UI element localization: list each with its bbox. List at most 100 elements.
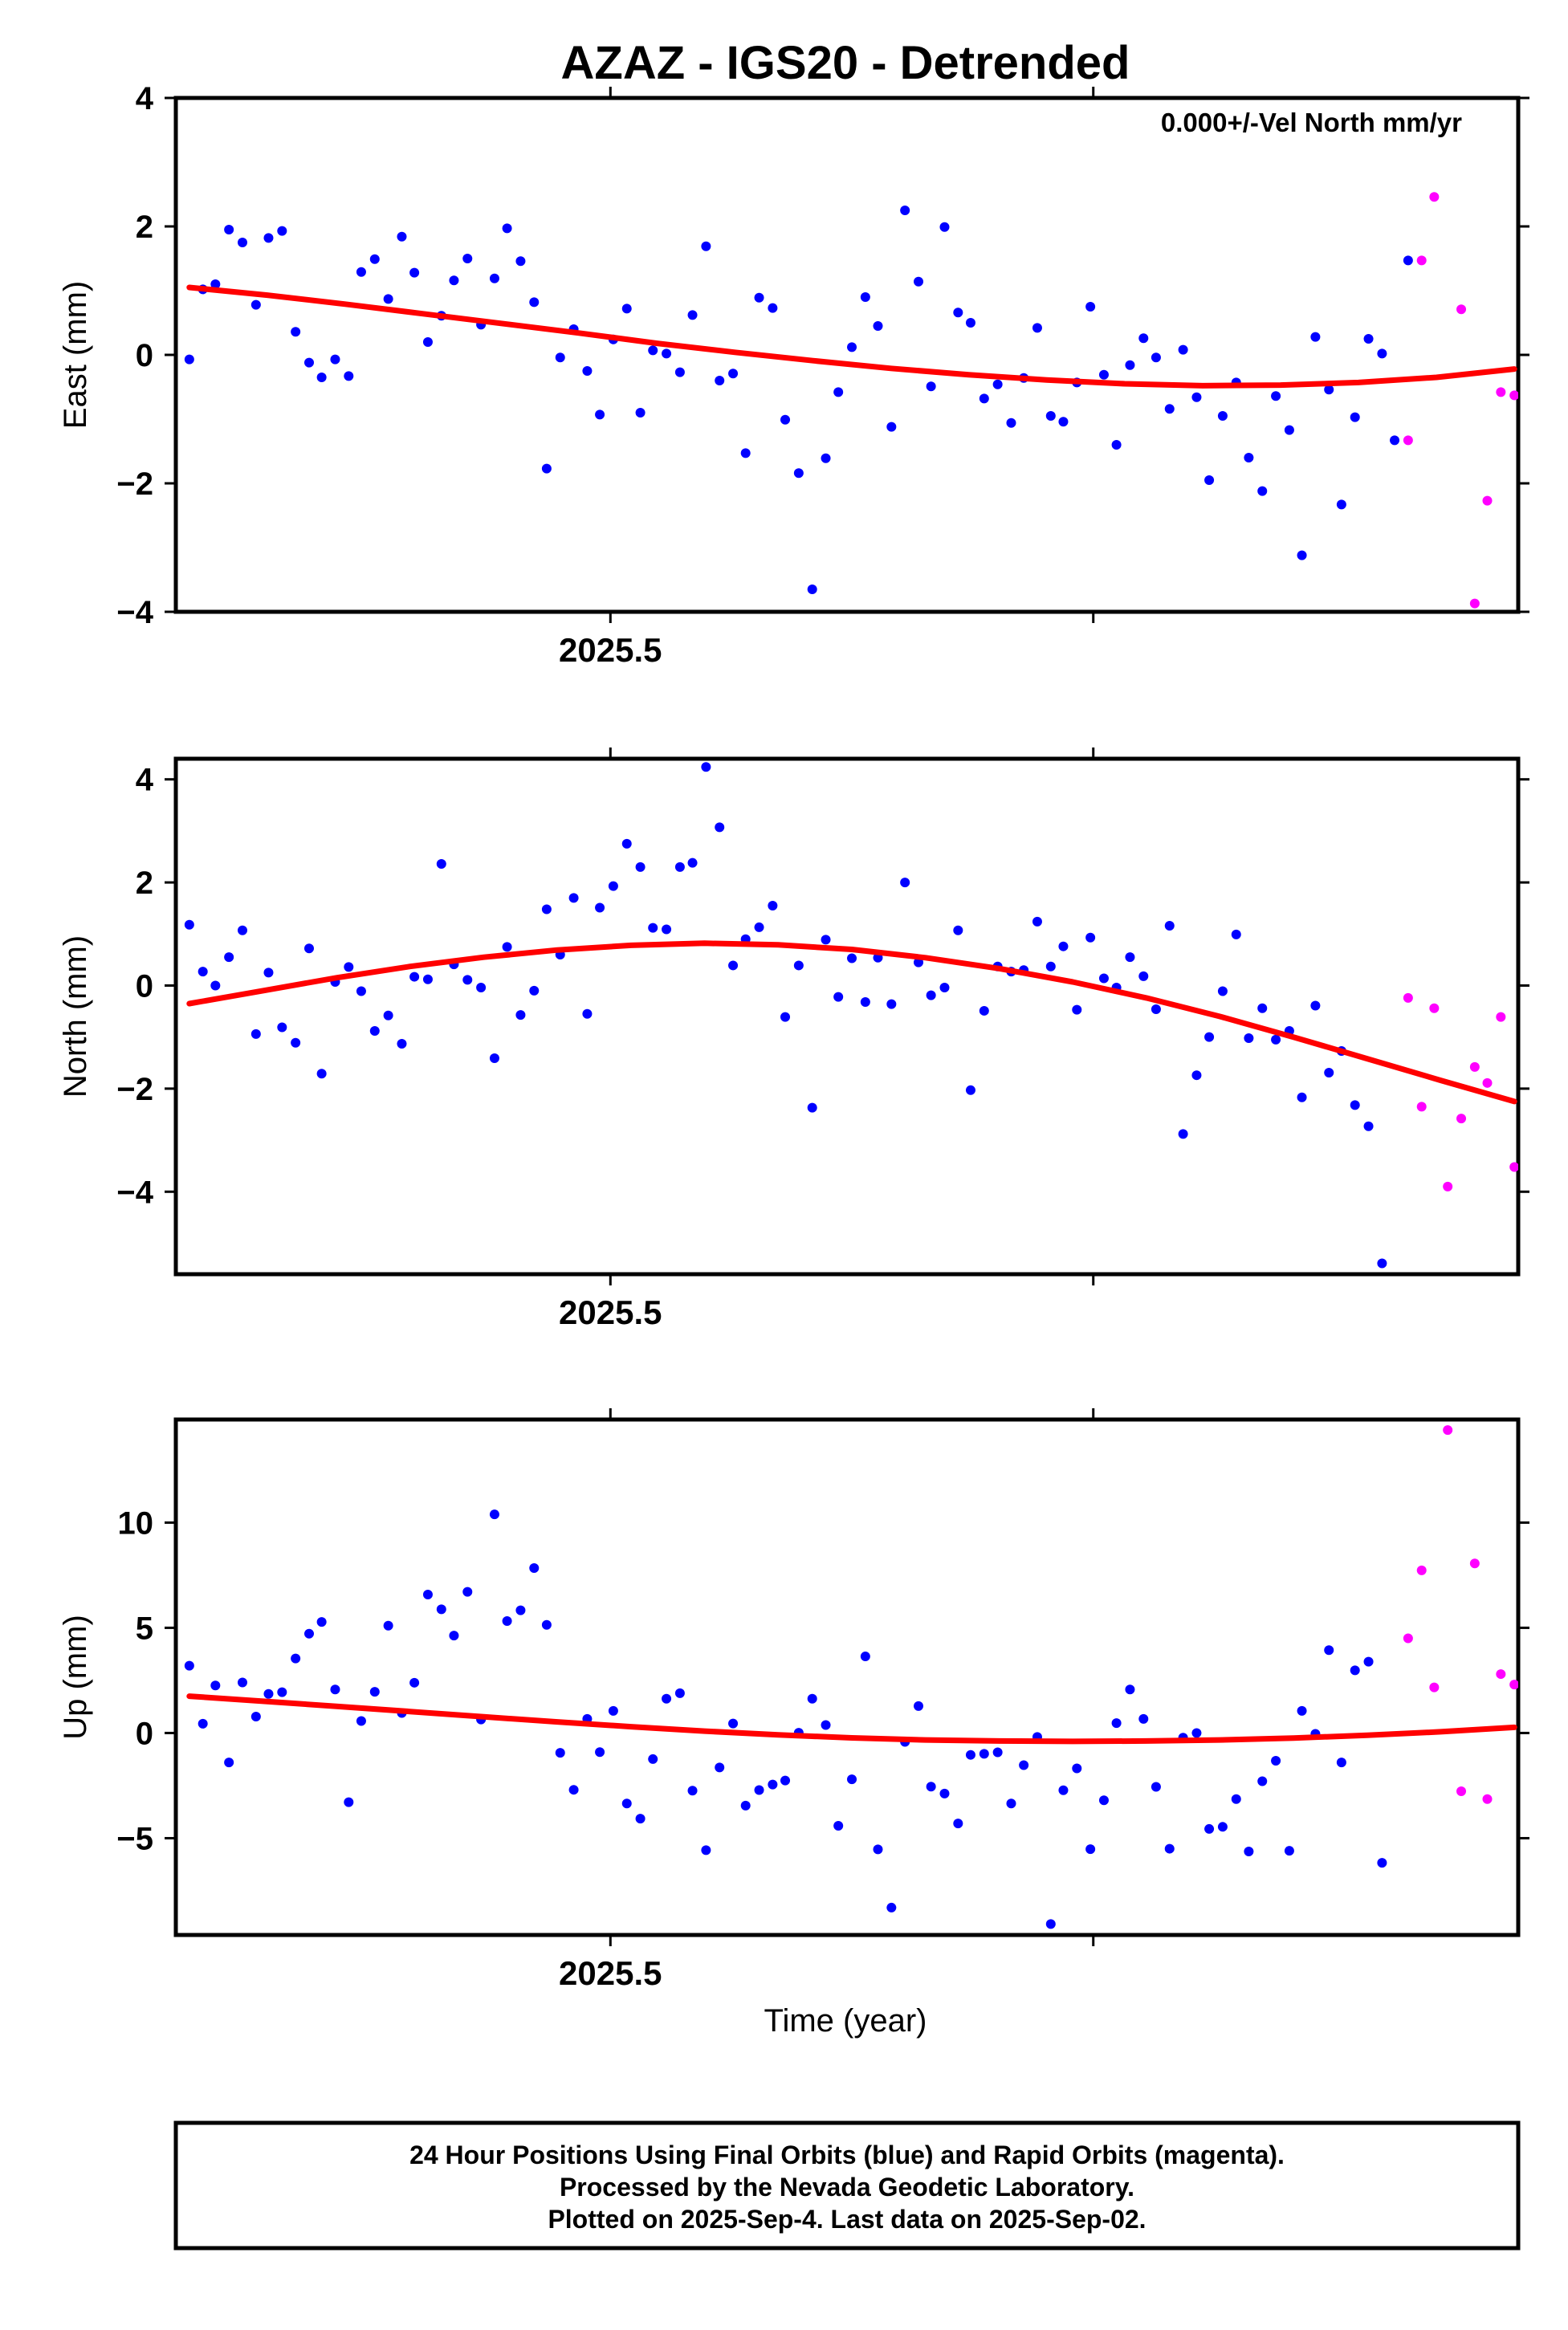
east-rapid-point — [1469, 598, 1480, 609]
east-final-point — [1151, 352, 1161, 363]
east-final-point — [210, 279, 221, 289]
east-rapid-point — [1523, 156, 1533, 165]
north-plot-area — [184, 762, 1518, 1269]
up-final-point — [1257, 1776, 1268, 1786]
east-final-point — [621, 303, 632, 314]
north-rapid-point — [1403, 992, 1413, 1003]
up-final-point — [1138, 1713, 1149, 1724]
north-final-point — [1151, 1004, 1161, 1015]
east-final-point — [595, 409, 605, 420]
up-final-point — [608, 1705, 618, 1716]
north-final-point — [595, 902, 605, 913]
up-final-point — [1377, 1858, 1387, 1868]
north-final-point — [939, 983, 950, 993]
north-final-point — [1377, 1258, 1387, 1269]
north-final-point — [436, 858, 446, 869]
east-rapid-point — [1443, 83, 1452, 92]
east-final-point — [1271, 391, 1281, 401]
up-final-point — [1098, 1795, 1109, 1806]
north-final-point — [502, 942, 512, 952]
north-final-point — [1244, 1033, 1254, 1043]
x-axis-label: Time (year) — [764, 2003, 927, 2039]
north-final-point — [833, 992, 844, 1002]
east-final-point — [740, 448, 751, 458]
north-final-point — [780, 1012, 791, 1022]
up-final-point — [263, 1688, 274, 1699]
north-final-point — [568, 893, 579, 903]
north-final-point — [635, 862, 646, 872]
east-ytick-label: −2 — [116, 466, 153, 502]
north-final-point — [1217, 986, 1228, 996]
east-ytick-label: −4 — [116, 595, 153, 630]
east-final-point — [1178, 344, 1188, 355]
north-final-point — [847, 953, 857, 963]
east-final-point — [541, 463, 552, 474]
up-ytick-label: 10 — [118, 1505, 154, 1541]
north-final-point — [515, 1010, 526, 1020]
north-ytick-label: 2 — [136, 866, 153, 901]
east-final-point — [356, 267, 366, 277]
north-final-point — [979, 1005, 989, 1016]
north-final-point — [356, 986, 366, 996]
up-panel: 10 5 0 −5 2025.5 Up (mm) — [58, 1408, 1529, 1992]
footer-line-3: Plotted on 2025-Sep-4. Last data on 2025… — [548, 2205, 1146, 2234]
north-final-point — [344, 962, 354, 972]
north-final-point — [1363, 1121, 1374, 1131]
north-frame — [173, 756, 1521, 1277]
up-final-point — [648, 1754, 658, 1764]
east-rapid-point — [1496, 387, 1506, 397]
north-ytick-label: 0 — [136, 968, 153, 1004]
north-rapid-point — [1469, 1061, 1480, 1072]
east-final-point — [291, 327, 301, 337]
up-final-point — [316, 1617, 327, 1627]
up-final-point — [356, 1716, 366, 1726]
up-final-point — [489, 1509, 499, 1520]
east-final-point — [939, 222, 950, 232]
north-final-point — [821, 935, 831, 945]
up-plot-area — [184, 1425, 1518, 1929]
north-final-point — [476, 983, 487, 993]
north-final-point — [662, 924, 672, 935]
east-final-point — [1257, 486, 1268, 496]
east-final-point — [502, 223, 512, 234]
up-rapid-point — [1456, 1786, 1467, 1797]
north-ytick-label: 4 — [136, 763, 154, 798]
up-rapid-point — [1416, 1565, 1427, 1575]
north-final-point — [291, 1037, 301, 1048]
up-final-point — [1231, 1794, 1241, 1804]
east-final-point — [965, 318, 975, 328]
east-final-point — [860, 292, 870, 302]
east-final-point — [768, 303, 778, 313]
up-xtick-label: 2025.5 — [559, 1954, 662, 1992]
north-final-point — [608, 881, 618, 891]
east-fit-curve — [186, 284, 1517, 389]
north-final-point — [886, 999, 897, 1009]
north-final-point — [793, 960, 804, 971]
east-final-point — [1058, 417, 1069, 427]
east-final-point — [1403, 255, 1413, 266]
north-final-point — [1310, 1000, 1321, 1011]
up-final-point — [462, 1587, 473, 1597]
east-final-point — [687, 310, 698, 320]
east-rapid-point — [1482, 495, 1493, 506]
north-final-point — [277, 1022, 287, 1033]
north-ytick-label: −4 — [116, 1175, 153, 1210]
north-final-point — [541, 904, 552, 914]
north-final-point — [1138, 971, 1149, 981]
east-final-point — [1085, 302, 1096, 312]
up-final-point — [1191, 1728, 1202, 1738]
north-final-point — [1164, 921, 1175, 931]
east-ytick-label: 4 — [136, 81, 154, 116]
north-panel: 4 2 0 −2 −4 2025.5 North (mm) — [58, 747, 1529, 1331]
up-final-point — [635, 1814, 646, 1824]
up-final-point — [965, 1750, 975, 1760]
east-final-point — [330, 354, 340, 365]
north-final-point — [210, 980, 221, 991]
east-final-point — [250, 299, 261, 310]
east-final-point — [449, 275, 459, 286]
north-final-point — [529, 985, 540, 996]
north-final-point — [383, 1010, 393, 1020]
up-final-point — [449, 1631, 459, 1641]
up-final-point — [330, 1684, 340, 1695]
north-xtick-label: 2025.5 — [559, 1293, 662, 1331]
